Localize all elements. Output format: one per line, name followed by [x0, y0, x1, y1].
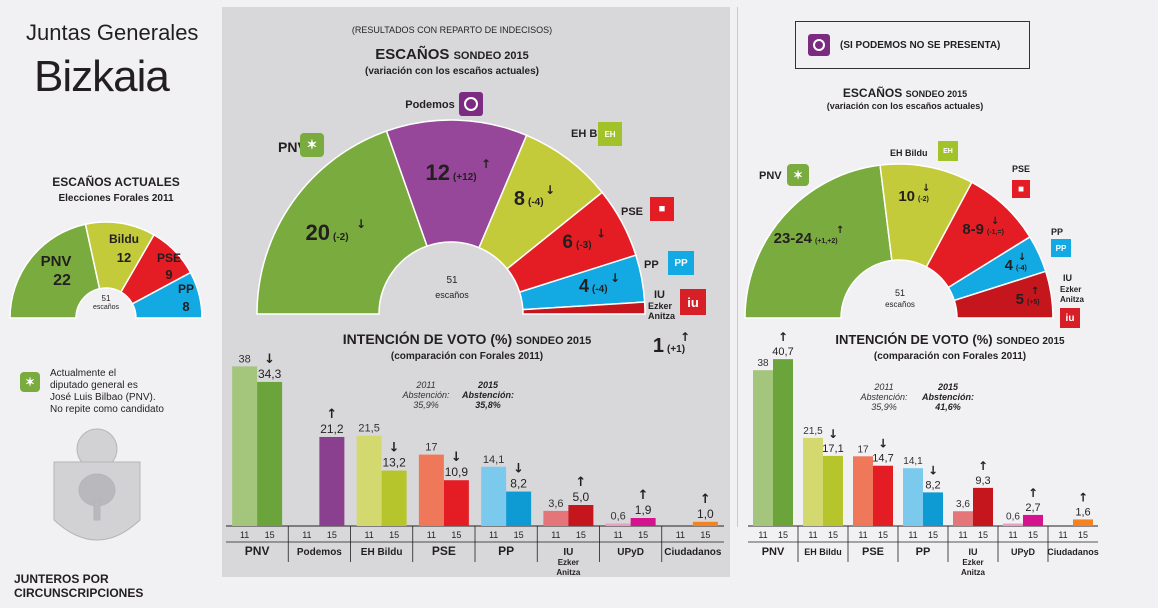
- abst-label: Abstención:: [921, 392, 974, 402]
- abst-year: 2011: [416, 380, 436, 390]
- pnv-logo-icon: ✶: [787, 164, 809, 186]
- left-footer-line: JUNTEROS POR: [14, 572, 109, 586]
- iu-logo-icon: iu: [1060, 308, 1080, 328]
- middle-vote-subtitle: (comparación con Forales 2011): [390, 351, 544, 362]
- abst-value: 35,9%: [871, 402, 897, 412]
- right-note: (SI PODEMOS NO SE PRESENTA): [840, 40, 1001, 51]
- abst-year: 2011: [874, 382, 894, 392]
- right-vote-subtitle: (comparación con Forales 2011): [873, 351, 1027, 362]
- left-footer: JUNTEROS POR CIRCUNSCRIPCIONES: [14, 572, 143, 600]
- ehbildu-logo-icon: EH: [598, 122, 622, 146]
- abst-value: 35,8%: [475, 400, 501, 410]
- left-center-number: 51: [101, 294, 111, 303]
- abst-year: 2015: [937, 382, 959, 392]
- right-seats-subtitle: (variación con los escaños actuales): [826, 101, 984, 111]
- pp-logo-icon: PP: [668, 251, 694, 275]
- right-center-number: 51: [894, 288, 905, 298]
- mid-center-label: escaños: [435, 290, 469, 300]
- right-abstention-2011: 2011 Abstención: 35,9%: [848, 382, 920, 412]
- right-seats-title: ESCAÑOS SONDEO 2015: [842, 86, 968, 100]
- podemos-logo-icon: [808, 34, 830, 56]
- right-center-label: escaños: [885, 300, 915, 309]
- podemos-logo-icon: [459, 92, 483, 116]
- left-seats-subtitle: Elecciones Forales 2011: [58, 193, 174, 204]
- left-note-line: diputado general es: [50, 380, 138, 391]
- abst-label: Abstención:: [860, 392, 908, 402]
- iu-logo-icon: iu: [680, 289, 706, 315]
- right-abstention-2015: 2015 Abstención: 41,6%: [912, 382, 984, 412]
- right-vote-title: INTENCIÓN DE VOTO (%) SONDEO 2015: [835, 332, 1065, 347]
- right-panel: [737, 7, 1155, 527]
- pp-logo-icon: PP: [1051, 239, 1071, 257]
- left-note-line: José Luis Bilbao (PNV).: [50, 392, 156, 403]
- header-subtitle: Juntas Generales: [26, 20, 199, 45]
- left-note-line: No repite como candidato: [50, 404, 164, 415]
- left-footer-line: CIRCUNSCRIPCIONES: [14, 586, 144, 600]
- header-title: Bizkaia: [34, 52, 170, 101]
- pse-logo-icon: ■: [1012, 180, 1030, 198]
- pse-logo-icon: ■: [650, 197, 674, 221]
- pnv-logo-icon: ✶: [300, 133, 324, 157]
- middle-seats-title: ESCAÑOS SONDEO 2015: [375, 46, 529, 63]
- left-note: Actualmente el diputado general es José …: [50, 368, 164, 416]
- ehbildu-logo-icon: EH: [938, 141, 958, 161]
- mid-abstention-2011: 2011 Abstención: 35,9%: [390, 380, 462, 410]
- abst-value: 41,6%: [935, 402, 961, 412]
- mid-center-number: 51: [446, 275, 458, 286]
- middle-seats-subtitle: (variación con los escaños actuales): [365, 66, 539, 77]
- mid-abstention-2015: 2015 Abstención: 35,8%: [452, 380, 524, 410]
- left-note-line: Actualmente el: [50, 368, 117, 379]
- left-center-label: escaños: [92, 304, 120, 311]
- abst-label: Abstención:: [461, 390, 514, 400]
- left-seats-title: ESCAÑOS ACTUALES: [52, 175, 180, 189]
- pnv-logo-icon: ✶: [20, 372, 40, 392]
- abst-year: 2015: [477, 380, 499, 390]
- middle-vote-title: INTENCIÓN DE VOTO (%) SONDEO 2015: [342, 331, 592, 347]
- abst-value: 35,9%: [413, 400, 439, 410]
- abst-label: Abstención:: [402, 390, 450, 400]
- middle-note: (RESULTADOS CON REPARTO DE INDECISOS): [351, 25, 553, 35]
- podemos-note-box: [795, 21, 1030, 69]
